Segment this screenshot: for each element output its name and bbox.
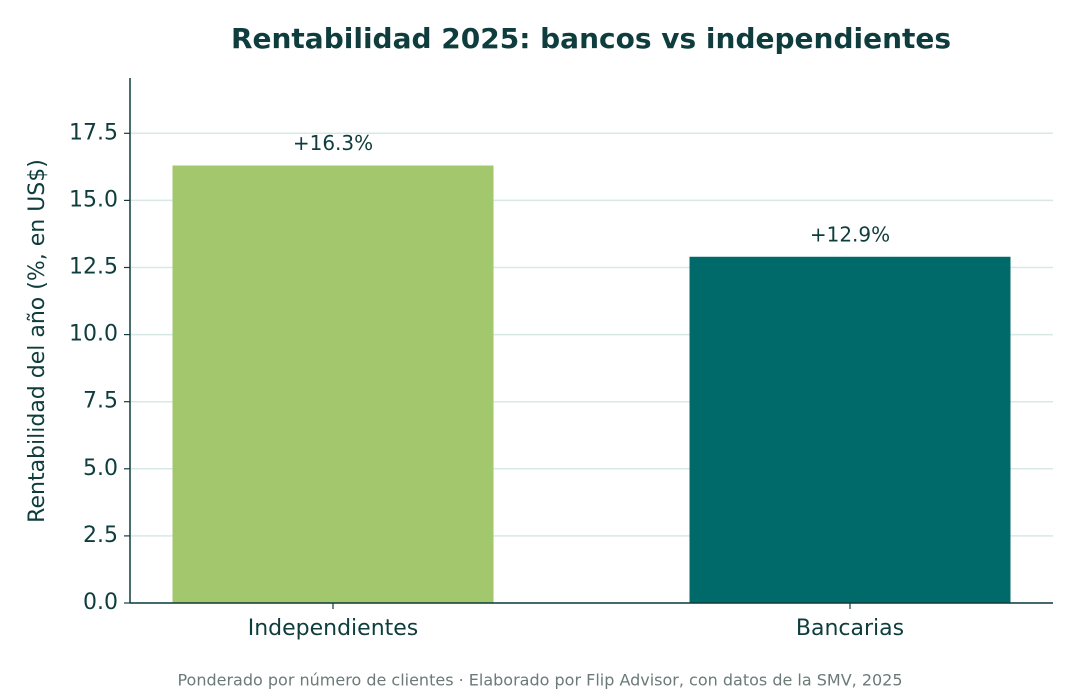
bar (172, 165, 494, 603)
y-axis-label: Rentabilidad del año (%, en US$) (25, 159, 50, 523)
y-tick-label: 2.5 (83, 523, 118, 548)
value-label: +12.9% (810, 222, 890, 246)
x-tick-label: Independientes (248, 616, 419, 641)
x-tick-label: Bancarias (796, 616, 904, 641)
y-tick-label: 10.0 (69, 322, 118, 347)
y-tick-label: 0.0 (83, 590, 118, 615)
y-tick-label: 12.5 (69, 254, 118, 279)
value-label: +16.3% (293, 131, 373, 155)
y-tick-label: 15.0 (69, 187, 118, 212)
y-tick-label: 7.5 (83, 389, 118, 414)
footnote: Ponderado por número de clientes · Elabo… (177, 671, 902, 690)
chart-title: Rentabilidad 2025: bancos vs independien… (231, 22, 951, 55)
bar (689, 256, 1011, 603)
y-tick-label: 5.0 (83, 456, 118, 481)
y-tick-label: 17.5 (69, 120, 118, 145)
